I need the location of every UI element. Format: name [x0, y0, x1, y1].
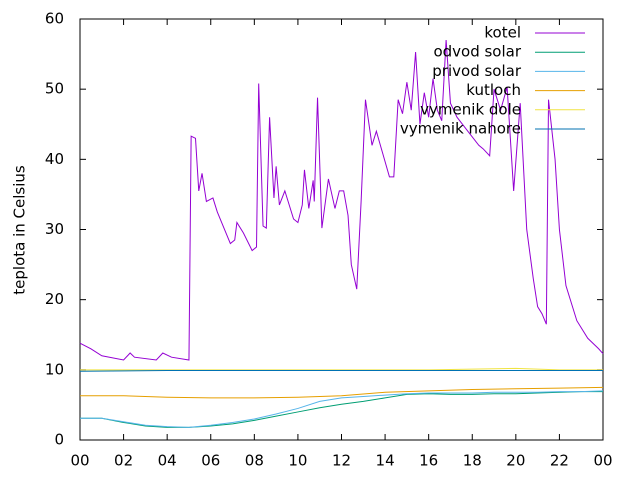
x-tick-label: 22: [550, 452, 569, 470]
legend-label: kutloch: [466, 81, 521, 99]
x-tick-label: 16: [419, 452, 438, 470]
y-tick-label: 60: [45, 10, 64, 28]
x-tick-label: 02: [114, 452, 133, 470]
legend-label: vymenik dole: [420, 100, 521, 118]
x-tick-label: 12: [332, 452, 351, 470]
legend-label: vymenik nahore: [400, 120, 521, 138]
x-tick-label: 00: [593, 452, 612, 470]
series-line: [80, 390, 604, 428]
y-axis-label: teplota in Celsius: [11, 165, 29, 295]
legend-label: privod solar: [432, 62, 522, 80]
y-tick-label: 40: [45, 150, 64, 168]
series-line: [80, 386, 604, 399]
x-tick-label: 18: [463, 452, 482, 470]
legend-label: odvod solar: [433, 43, 521, 61]
plot-border: [79, 18, 604, 441]
x-tick-label: 06: [201, 452, 220, 470]
x-tick-label: 10: [288, 452, 307, 470]
series-line: [79, 370, 603, 372]
x-tick-label: 20: [506, 452, 525, 470]
y-tick-label: 30: [45, 220, 64, 238]
series-line: [80, 367, 603, 371]
x-tick-label: 08: [245, 452, 264, 470]
y-tick-label: 10: [45, 360, 64, 378]
series-line: [80, 391, 603, 428]
x-tick-label: 14: [376, 452, 395, 470]
y-tick-label: 50: [45, 80, 64, 98]
x-tick-label: 00: [70, 452, 89, 470]
x-tick-label: 04: [158, 452, 177, 470]
series-line: [79, 40, 604, 361]
legend-label: kotel: [484, 24, 521, 42]
y-tick-label: 20: [45, 290, 64, 308]
y-tick-label: 0: [54, 431, 64, 449]
